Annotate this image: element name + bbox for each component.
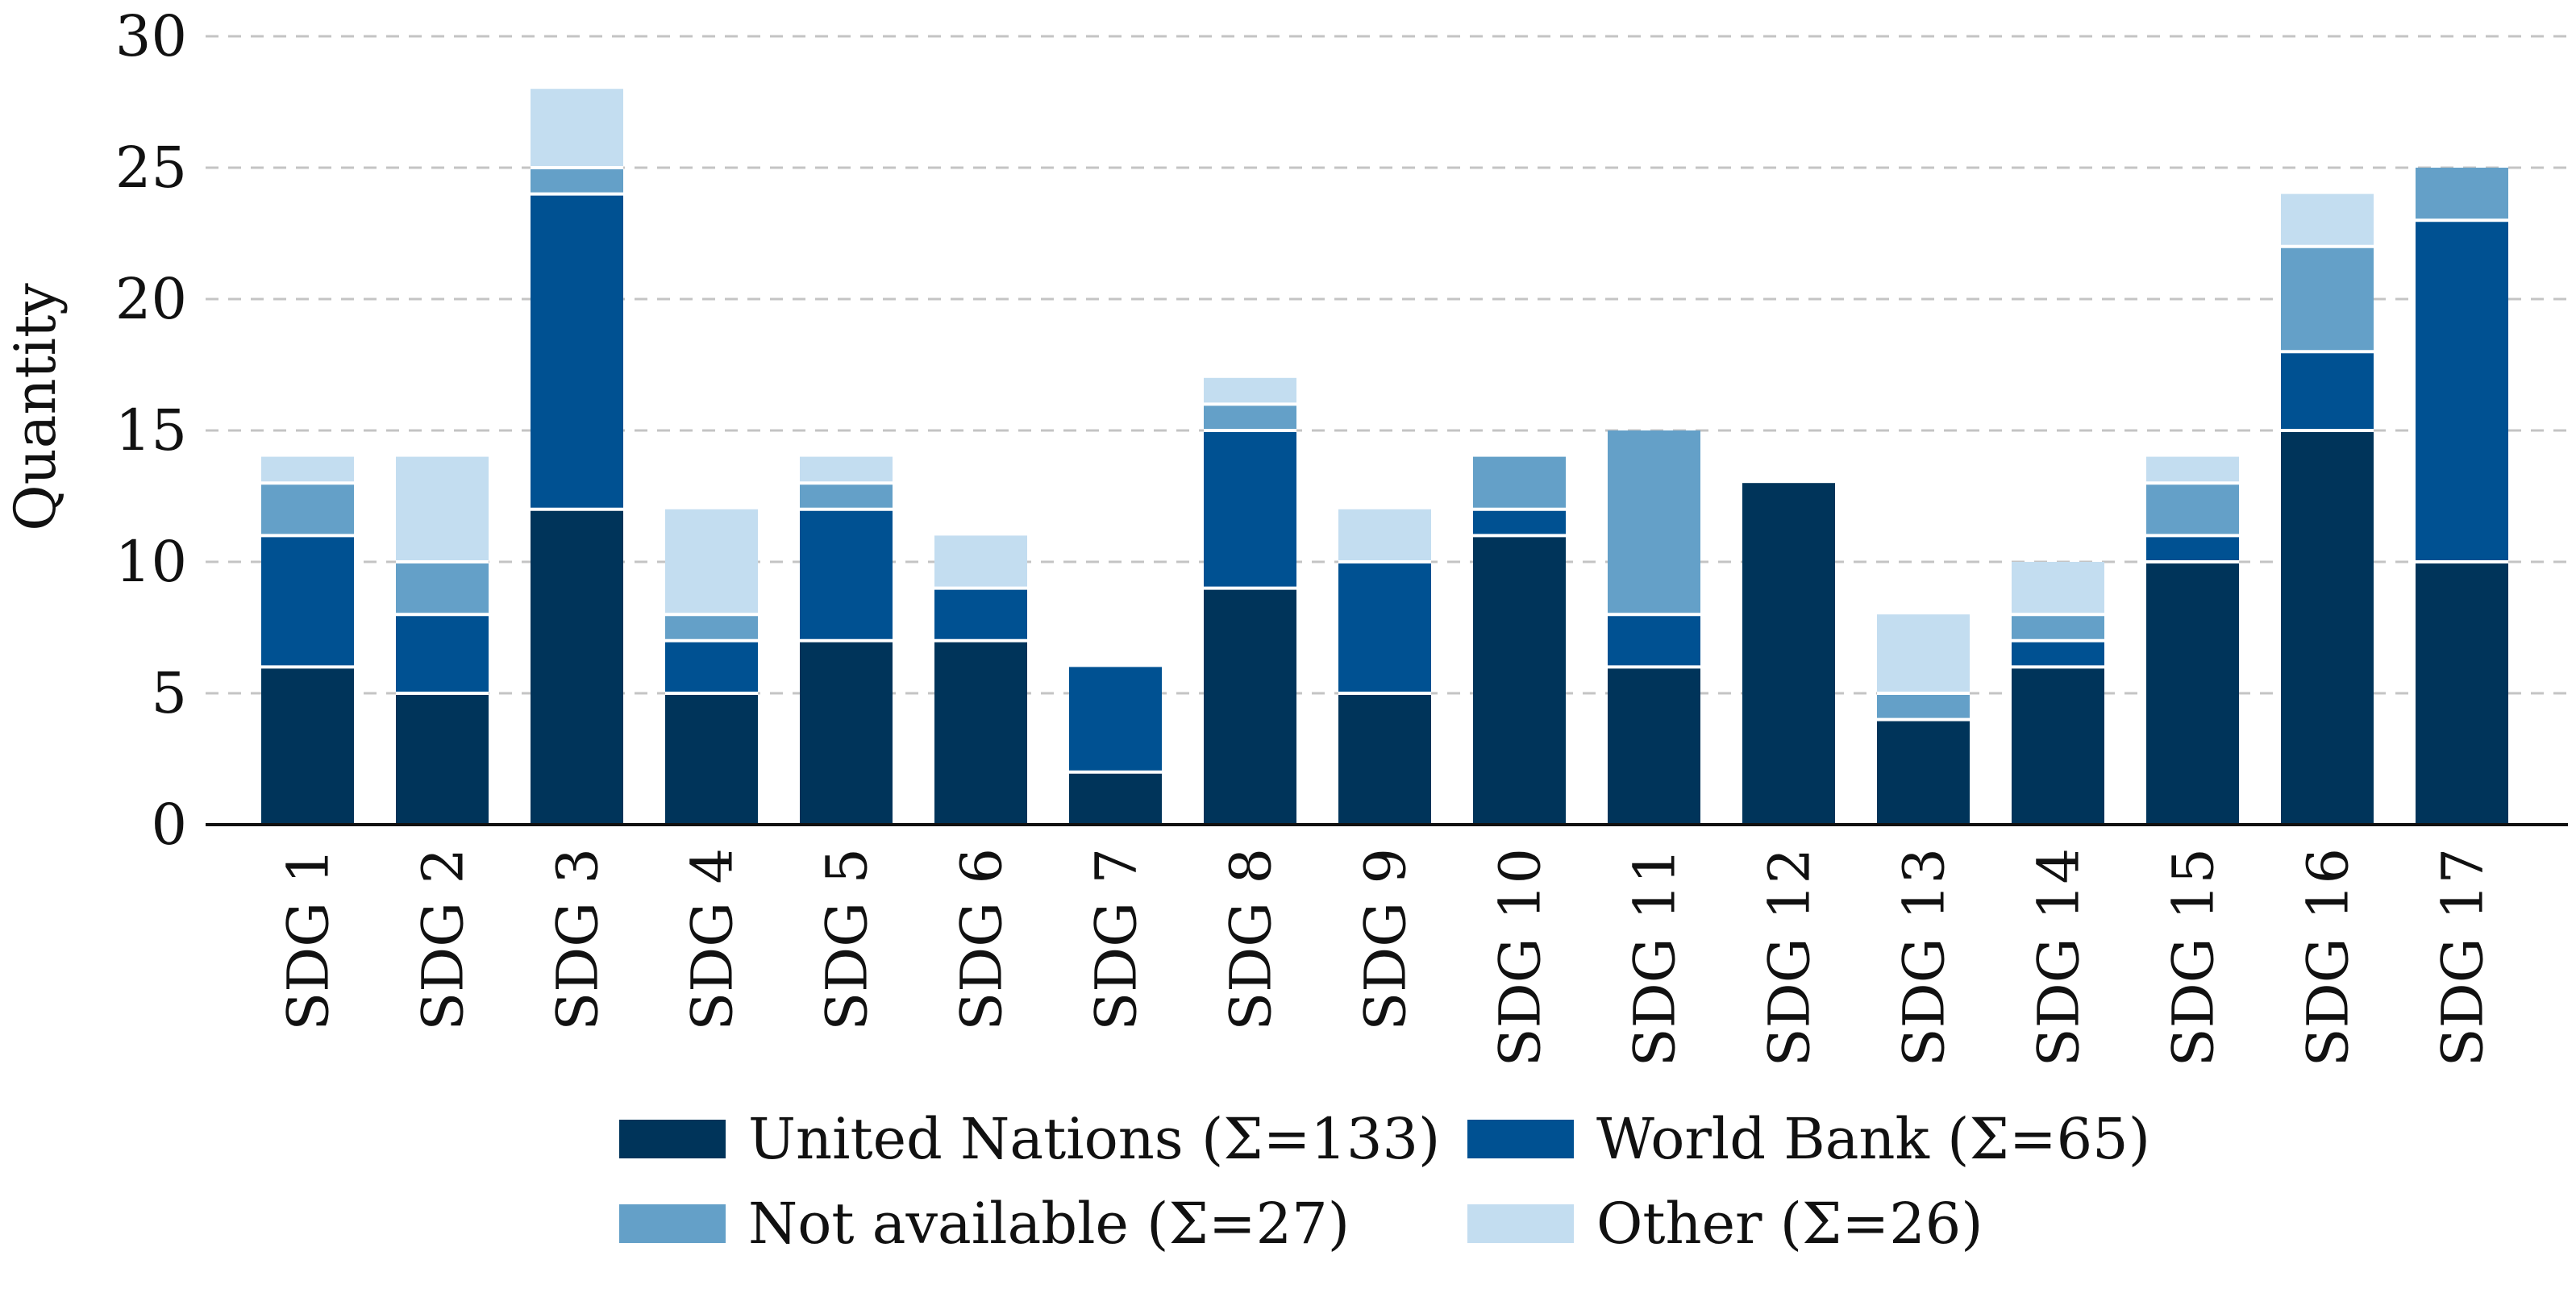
bar-segment (1069, 667, 1162, 772)
bar-segment (396, 456, 489, 562)
x-tick-label: SDG 11 (1622, 848, 1688, 1066)
legend-label: World Bank (Σ=65) (1596, 1106, 2150, 1172)
bar-segment (1338, 509, 1431, 562)
bar-segment (800, 483, 893, 509)
legend-label: Other (Σ=26) (1596, 1191, 1983, 1257)
legend-swatch (1467, 1120, 1574, 1158)
bar-segment (1608, 430, 1700, 615)
y-tick-label: 0 (151, 792, 187, 858)
bar-segment (1204, 377, 1296, 405)
x-tick-label: SDG 6 (949, 848, 1015, 1031)
legend-swatch (619, 1120, 726, 1158)
bars (261, 89, 2508, 825)
bar-segment (1204, 404, 1296, 430)
bar-segment (2416, 220, 2508, 562)
bar-segment (2146, 456, 2239, 484)
bar-segment (2012, 667, 2104, 825)
bar-segment (1204, 588, 1296, 825)
bar-segment (261, 667, 354, 825)
bar-segment (261, 483, 354, 536)
bar-segment (1608, 667, 1700, 825)
x-tick-label: SDG 14 (2026, 848, 2092, 1066)
x-tick-label: SDG 5 (814, 848, 880, 1031)
bar-segment (531, 168, 623, 194)
x-tick-label: SDG 12 (1757, 848, 1823, 1066)
bar-segment (665, 509, 758, 615)
x-tick-label: SDG 1 (276, 848, 342, 1031)
bar-segment (2281, 351, 2374, 430)
y-tick-label: 30 (115, 3, 187, 69)
x-tick-label: SDG 16 (2295, 848, 2362, 1066)
x-tick-label: SDG 4 (680, 848, 746, 1031)
bar-segment (1204, 430, 1296, 588)
x-tick-label: SDG 13 (1891, 848, 1958, 1066)
bar-segment (2146, 562, 2239, 825)
x-tick-label: SDG 2 (410, 848, 476, 1031)
x-tick-label: SDG 10 (1488, 848, 1554, 1066)
legend-label: Not available (Σ=27) (748, 1191, 1350, 1257)
bar-segment (2012, 562, 2104, 615)
bar-segment (1473, 456, 1566, 509)
bar-segment (261, 456, 354, 484)
axes: 0 5 10 15 20 25 30 SDG 1 SDG 2 SDG 3 SDG 4 SDG 5 SDG… (115, 3, 2568, 1066)
bar-segment (1473, 535, 1566, 825)
bar-segment (1473, 509, 1566, 536)
bar-segment (1742, 483, 1835, 825)
bar-segment (1338, 562, 1431, 693)
bar-segment (2416, 168, 2508, 221)
bar-segment (1877, 614, 1970, 693)
bar-segment (1608, 614, 1700, 667)
bar-segment (934, 535, 1027, 588)
bar-segment (396, 693, 489, 825)
x-tick-label: SDG 15 (2161, 848, 2227, 1066)
bar-segment (934, 640, 1027, 825)
bar-segment (2146, 535, 2239, 562)
bar-segment (2281, 193, 2374, 247)
x-tick-label: SDG 3 (545, 848, 611, 1031)
legend-label: United Nations (Σ=133) (748, 1106, 1440, 1172)
bar-segment (2281, 430, 2374, 825)
bar-segment (1069, 771, 1162, 825)
legend-swatch (619, 1204, 726, 1243)
bar-segment (531, 89, 623, 168)
legend-swatch (1467, 1204, 1574, 1243)
bar-segment (396, 562, 489, 615)
bar-segment (396, 614, 489, 693)
bar-segment (2146, 483, 2239, 536)
bar-segment (2012, 640, 2104, 667)
bar-segment (800, 640, 893, 825)
y-tick-label: 10 (115, 529, 187, 595)
y-tick-label: 5 (151, 660, 187, 726)
y-tick-label: 15 (115, 397, 187, 464)
bar-segment (665, 640, 758, 693)
bar-segment (2012, 614, 2104, 641)
y-axis-title: Quantity (2, 283, 69, 531)
x-tick-label: SDG 17 (2430, 848, 2496, 1066)
bar-segment (934, 588, 1027, 641)
bar-segment (800, 456, 893, 484)
bar-segment (1877, 719, 1970, 825)
bar-segment (800, 509, 893, 641)
x-tick-label: SDG 8 (1218, 848, 1284, 1031)
x-tick-label: SDG 7 (1084, 848, 1150, 1031)
bar-segment (531, 509, 623, 825)
bar-segment (665, 693, 758, 825)
bar-segment (261, 535, 354, 667)
bar-segment (2281, 246, 2374, 352)
legend: United Nations (Σ=133) World Bank (Σ=65) N… (619, 1106, 2150, 1257)
bar-segment (531, 193, 623, 509)
y-tick-label: 20 (115, 266, 187, 332)
bar-segment (1877, 693, 1970, 720)
y-tick-label: 25 (115, 135, 187, 201)
bar-segment (665, 614, 758, 641)
bar-segment (1338, 693, 1431, 825)
bar-segment (2416, 562, 2508, 825)
x-tick-label: SDG 9 (1353, 848, 1419, 1031)
